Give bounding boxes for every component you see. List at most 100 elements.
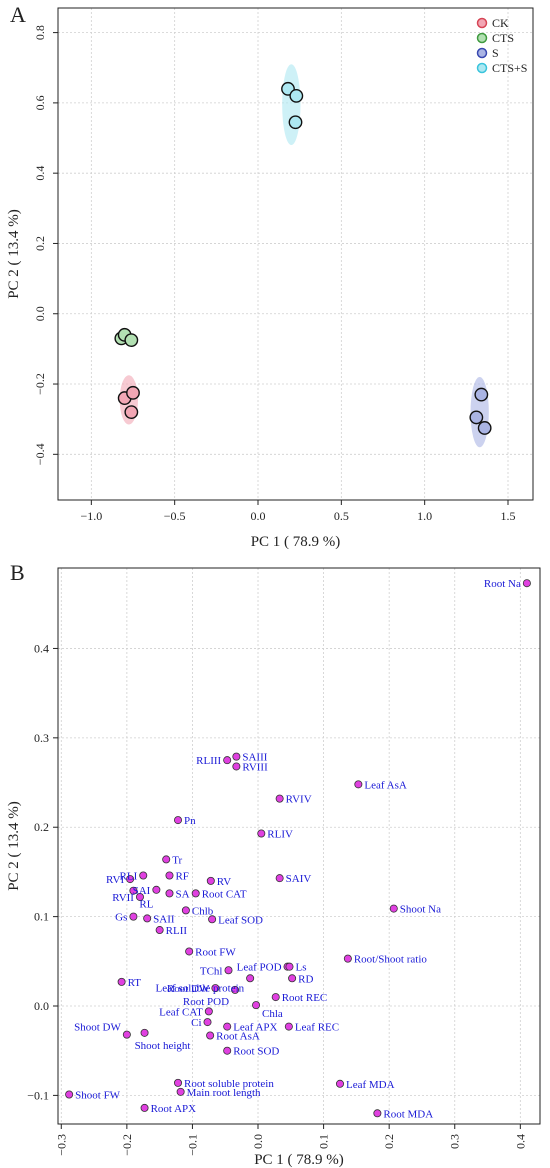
- variable-point: [65, 1090, 74, 1099]
- panel-b-variable-points: [65, 579, 531, 1118]
- panel-a-x-axis-title: PC 1 ( 78.9 %): [251, 534, 341, 550]
- variable-point: [140, 1103, 149, 1112]
- variable-point: [204, 1007, 213, 1016]
- variable-point: [275, 794, 284, 803]
- variable-label: Ls: [295, 962, 306, 974]
- y-tick-label: 0.3: [34, 731, 49, 745]
- variable-label: Leaf MDA: [346, 1079, 395, 1091]
- variable-label: RV: [217, 876, 231, 888]
- x-tick-label: 0.0: [251, 1134, 265, 1149]
- variable-point: [181, 906, 190, 915]
- variable-label: Shoot DW: [74, 1022, 121, 1034]
- variable-point: [206, 1031, 215, 1040]
- panel-b-y-axis-title: PC 2 ( 13.4 %): [6, 801, 22, 891]
- panel-a-y-ticks: −0.4 −0.2 0.0 0.2 0.4 0.6 0.8: [33, 25, 58, 465]
- legend-marker: [476, 32, 488, 44]
- variable-point: [246, 974, 255, 983]
- y-tick-label: 0.2: [33, 236, 47, 251]
- variable-point: [232, 752, 241, 761]
- legend-marker: [476, 47, 488, 59]
- variable-label: Gs: [115, 912, 127, 924]
- variable-label: Leaf SOD: [218, 914, 263, 926]
- variable-point: [285, 962, 294, 971]
- y-tick-label: 0.4: [34, 641, 49, 655]
- legend-marker: [476, 62, 488, 74]
- legend-label: CTS: [492, 31, 514, 45]
- variable-point: [354, 780, 363, 789]
- variable-label: RVI: [106, 874, 124, 886]
- variable-label: Root REC: [282, 992, 328, 1004]
- y-tick-label: 0.0: [33, 306, 47, 321]
- variable-label: Root POD: [183, 996, 229, 1008]
- variable-label: RLI: [120, 870, 138, 882]
- score-point: [288, 115, 303, 130]
- x-tick-label: 1.0: [417, 509, 432, 523]
- variable-point: [203, 1018, 212, 1027]
- variable-point: [389, 904, 398, 913]
- variable-point: [223, 1046, 232, 1055]
- variable-point: [185, 947, 194, 956]
- panel-b-y-ticks: −0.1 0.0 0.1 0.2 0.3 0.4: [27, 641, 58, 1102]
- y-tick-label: −0.1: [27, 1088, 49, 1102]
- variable-label: Leaf CAT: [159, 1006, 203, 1018]
- variable-label: SAIV: [286, 873, 312, 885]
- variable-point: [373, 1109, 382, 1118]
- panel-a-x-ticks: −1.0 −0.5 0.0 0.5 1.0 1.5: [80, 500, 516, 523]
- variable-label: Leaf POD: [237, 962, 282, 974]
- variable-point: [206, 876, 215, 885]
- legend-label: S: [492, 46, 499, 60]
- variable-point: [275, 874, 284, 883]
- variable-point: [224, 966, 233, 975]
- x-tick-label: −0.2: [120, 1134, 134, 1156]
- variable-point: [139, 871, 148, 880]
- variable-point: [126, 875, 135, 884]
- variable-point: [335, 1079, 344, 1088]
- variable-label: RT: [128, 977, 142, 989]
- variable-label: TChl: [200, 965, 223, 977]
- panel-b-plot-frame: [57, 567, 541, 1125]
- score-point: [469, 410, 484, 425]
- x-tick-label: 1.5: [501, 509, 516, 523]
- variable-label: Root MDA: [383, 1108, 433, 1120]
- variable-label: RLII: [166, 925, 188, 937]
- x-tick-label: −0.3: [54, 1134, 68, 1156]
- y-tick-label: 0.8: [33, 25, 47, 40]
- variable-label: Shoot height: [135, 1040, 191, 1052]
- variable-point: [135, 892, 144, 901]
- variable-label: Root DW: [167, 983, 210, 995]
- confidence-ellipse: [282, 64, 301, 146]
- panel-b-x-ticks: −0.3 −0.2 −0.1 0.0 0.1 0.2 0.3 0.4: [54, 1124, 527, 1156]
- panel-a-scores-plot: A −1.0 −0.5 0.0 0.5 1.0 1.5 −0.4 −0.2 0.0 0.2 0.4…: [6, 2, 534, 550]
- variable-label: Root/Shoot ratio: [354, 954, 428, 966]
- variable-point: [117, 977, 126, 986]
- variable-point: [343, 954, 352, 963]
- variable-label: RL: [139, 899, 153, 911]
- variable-label: Chlb: [192, 905, 214, 917]
- variable-label: RLIV: [267, 828, 293, 840]
- variable-point: [223, 1022, 232, 1031]
- variable-point: [223, 756, 232, 765]
- variable-point: [129, 912, 138, 921]
- variable-label: Ci: [191, 1017, 201, 1029]
- x-tick-label: −0.1: [185, 1134, 199, 1156]
- variable-label: Main root length: [187, 1087, 261, 1099]
- variable-label: RVIII: [242, 761, 268, 773]
- panel-a-letter: A: [10, 2, 26, 27]
- variable-point: [232, 762, 241, 771]
- score-point: [289, 88, 304, 103]
- variable-point: [165, 889, 174, 898]
- variable-label: Root CAT: [202, 888, 247, 900]
- score-point: [126, 385, 140, 400]
- variable-point: [152, 885, 161, 894]
- y-tick-label: 0.0: [34, 999, 49, 1013]
- x-tick-label: 0.5: [334, 509, 349, 523]
- variable-point: [252, 1001, 261, 1010]
- variable-label: RVIV: [286, 794, 312, 806]
- variable-point: [155, 926, 164, 935]
- variable-point: [176, 1087, 185, 1096]
- variable-point: [174, 816, 183, 825]
- variable-label: Leaf soluble protein: [156, 982, 245, 994]
- x-tick-label: 0.0: [251, 509, 266, 523]
- variable-label: Root SOD: [233, 1046, 279, 1058]
